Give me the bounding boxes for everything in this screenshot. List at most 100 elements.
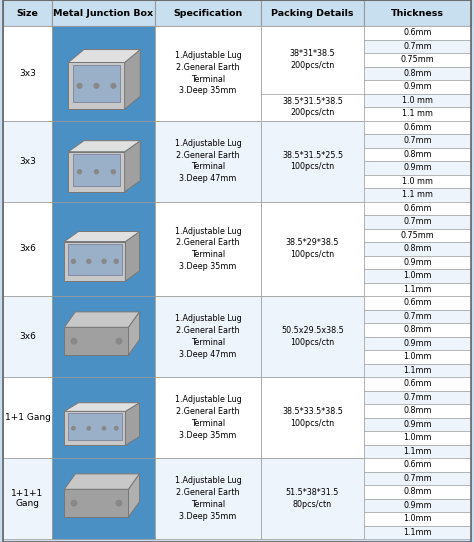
Text: 1+1+1
Gang: 1+1+1 Gang	[11, 489, 44, 508]
Bar	[364, 485, 471, 499]
Bar	[3, 296, 52, 377]
Polygon shape	[126, 231, 139, 281]
Bar	[261, 377, 364, 458]
Text: 0.75mm: 0.75mm	[401, 55, 434, 64]
Bar	[364, 255, 471, 269]
Text: 38.5*31.5*25.5
100pcs/ctn: 38.5*31.5*25.5 100pcs/ctn	[282, 151, 343, 171]
Polygon shape	[125, 141, 140, 192]
Circle shape	[116, 338, 122, 344]
Text: Size: Size	[17, 9, 38, 17]
Bar	[52, 377, 155, 458]
Bar	[364, 202, 471, 215]
Circle shape	[71, 338, 77, 344]
Text: 38.5*31.5*38.5
200pcs/ctn: 38.5*31.5*38.5 200pcs/ctn	[282, 96, 343, 118]
Bar	[3, 202, 52, 296]
Bar	[155, 0, 261, 26]
Text: 51.5*38*31.5
80pcs/ctn: 51.5*38*31.5 80pcs/ctn	[286, 488, 339, 509]
Circle shape	[111, 170, 115, 174]
Bar	[155, 296, 261, 377]
Text: 3x6: 3x6	[19, 332, 36, 341]
Polygon shape	[126, 403, 139, 445]
Text: 0.8mm: 0.8mm	[403, 244, 432, 253]
Bar	[364, 323, 471, 337]
Bar	[52, 458, 155, 539]
Bar	[261, 120, 364, 202]
Bar	[364, 269, 471, 282]
Bar	[155, 458, 261, 539]
Text: 0.6mm: 0.6mm	[403, 122, 432, 132]
Bar	[52, 26, 155, 120]
Text: 1.0mm: 1.0mm	[403, 352, 432, 362]
Text: 3x6: 3x6	[19, 244, 36, 253]
Bar	[68, 62, 125, 109]
Bar	[3, 458, 52, 539]
Text: 0.8mm: 0.8mm	[403, 487, 432, 496]
Polygon shape	[73, 65, 120, 102]
Bar	[364, 120, 471, 134]
Text: 0.8mm: 0.8mm	[403, 150, 432, 159]
Text: 0.8mm: 0.8mm	[403, 325, 432, 334]
Bar	[364, 512, 471, 526]
Bar	[364, 526, 471, 539]
Text: 0.7mm: 0.7mm	[403, 393, 432, 402]
Text: 3x3: 3x3	[19, 69, 36, 78]
Circle shape	[87, 259, 91, 263]
Text: 0.6mm: 0.6mm	[403, 379, 432, 388]
Bar	[52, 0, 155, 26]
Text: 3x3: 3x3	[19, 157, 36, 165]
Circle shape	[77, 83, 82, 88]
Bar	[364, 472, 471, 485]
Circle shape	[102, 427, 106, 430]
Text: 0.6mm: 0.6mm	[403, 460, 432, 469]
Text: 1.1 mm: 1.1 mm	[402, 190, 433, 199]
Circle shape	[102, 259, 106, 263]
Bar	[261, 458, 364, 539]
Bar	[364, 390, 471, 404]
Polygon shape	[64, 403, 139, 411]
Bar	[364, 282, 471, 296]
Bar	[364, 175, 471, 188]
Circle shape	[71, 500, 77, 506]
Text: 0.9mm: 0.9mm	[403, 82, 432, 91]
Bar	[364, 350, 471, 364]
Text: 38.5*33.5*38.5
100pcs/ctn: 38.5*33.5*38.5 100pcs/ctn	[282, 407, 343, 428]
Text: 1.0mm: 1.0mm	[403, 271, 432, 280]
Bar	[364, 444, 471, 458]
Bar	[364, 215, 471, 229]
Circle shape	[114, 259, 118, 263]
Bar	[364, 94, 471, 107]
Text: 0.9mm: 0.9mm	[403, 501, 432, 509]
Bar	[364, 161, 471, 175]
Bar	[64, 242, 126, 281]
Bar	[364, 229, 471, 242]
Bar	[3, 0, 52, 26]
Bar	[364, 377, 471, 390]
Text: 0.7mm: 0.7mm	[403, 474, 432, 483]
Text: 50.5x29.5x38.5
100pcs/ctn: 50.5x29.5x38.5 100pcs/ctn	[281, 326, 344, 347]
Bar	[364, 364, 471, 377]
Bar	[364, 458, 471, 472]
Polygon shape	[73, 154, 120, 186]
Polygon shape	[125, 49, 140, 109]
Bar	[261, 296, 364, 377]
Circle shape	[94, 170, 99, 174]
Text: 0.8mm: 0.8mm	[403, 406, 432, 415]
Bar	[364, 404, 471, 417]
Polygon shape	[68, 141, 140, 152]
Text: 0.6mm: 0.6mm	[403, 204, 432, 213]
Text: 0.9mm: 0.9mm	[403, 258, 432, 267]
Bar	[364, 134, 471, 147]
Text: 0.9mm: 0.9mm	[403, 339, 432, 348]
Polygon shape	[64, 474, 139, 489]
Circle shape	[111, 83, 116, 88]
Text: 38.5*29*38.5
100pcs/ctn: 38.5*29*38.5 100pcs/ctn	[286, 238, 339, 259]
Text: 1.Adjustable Lug
2.General Earth
Terminal
3.Deep 47mm: 1.Adjustable Lug 2.General Earth Termina…	[174, 139, 241, 183]
Bar	[364, 80, 471, 94]
Bar	[155, 26, 261, 120]
Text: 1.0 mm: 1.0 mm	[402, 96, 433, 105]
Text: Metal Junction Box: Metal Junction Box	[54, 9, 154, 17]
Polygon shape	[64, 231, 139, 242]
Bar	[364, 188, 471, 202]
Polygon shape	[128, 474, 139, 517]
Bar	[364, 242, 471, 255]
